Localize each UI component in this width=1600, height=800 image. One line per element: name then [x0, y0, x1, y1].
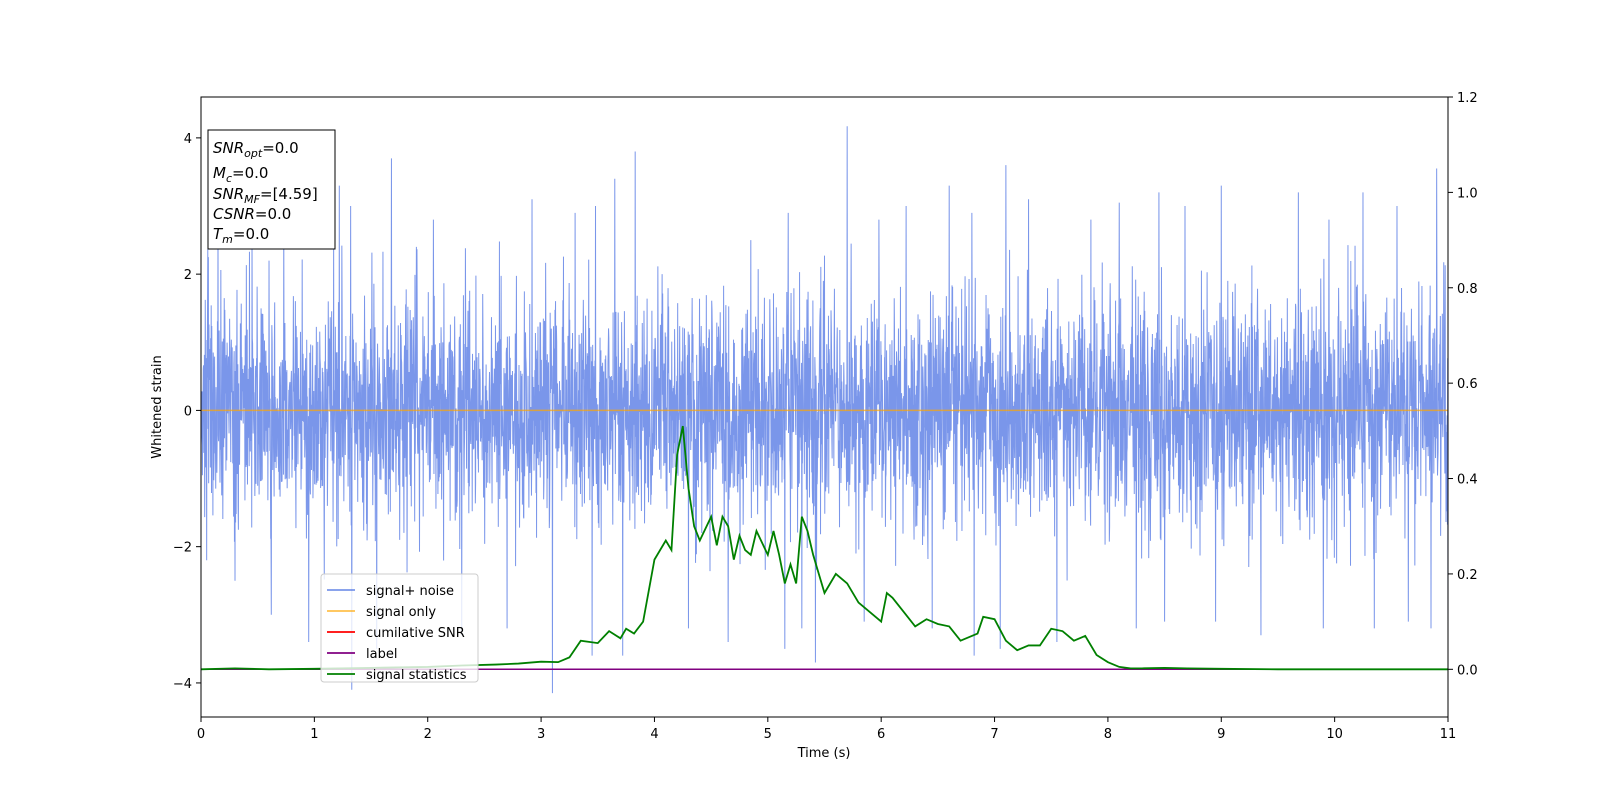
legend-label: signal statistics — [366, 668, 467, 683]
y-tick-label: 2 — [184, 268, 192, 283]
x-tick-label: 3 — [537, 727, 545, 742]
y2-tick-label: 0.4 — [1457, 473, 1478, 488]
x-tick-label: 1 — [310, 727, 318, 742]
legend-label: label — [366, 647, 397, 662]
x-tick-label: 4 — [650, 727, 658, 742]
y2-tick-label: 1.2 — [1457, 91, 1478, 106]
x-tick-label: 6 — [877, 727, 885, 742]
x-tick-label: 9 — [1217, 727, 1225, 742]
y2-tick-label: 1.0 — [1457, 186, 1478, 201]
y-tick-label: −2 — [173, 541, 192, 556]
y-axis-label: Whitened strain — [150, 355, 165, 458]
ann-csnr: CSNR=0.0 — [213, 205, 291, 223]
x-axis-label: Time (s) — [797, 746, 851, 761]
x-tick-label: 2 — [424, 727, 432, 742]
y2-tick-label: 0.8 — [1457, 282, 1478, 297]
y-tick-label: 4 — [184, 132, 192, 147]
annotation-box: SNRopt=0.0 Mc=0.0 SNRMF=[4.59] CSNR=0.0 … — [207, 129, 336, 250]
y2-tick-label: 0.2 — [1457, 568, 1478, 583]
ann-snr-mf: SNRMF=[4.59] — [213, 185, 318, 206]
x-tick-label: 7 — [990, 727, 998, 742]
axes-layer: 0 1 2 3 4 5 6 7 8 9 10 11 −4 −2 0 2 4 0.0 0.2 0.4 0.6 0.8 1.0 1… — [173, 91, 1478, 742]
legend-label: cumilative SNR — [366, 626, 465, 641]
x-tick-label: 10 — [1326, 727, 1343, 742]
x-tick-label: 8 — [1104, 727, 1112, 742]
series-signal-noise — [201, 126, 1448, 694]
y-tick-label: 0 — [184, 404, 192, 419]
x-tick-label: 11 — [1440, 727, 1457, 742]
x-tick-label: 0 — [197, 727, 205, 742]
y2-tick-label: 0.0 — [1457, 663, 1478, 678]
x-tick-label: 5 — [764, 727, 772, 742]
ann-snr-opt: SNRopt=0.0 — [213, 139, 299, 160]
ann-tm: Tm=0.0 — [213, 225, 269, 246]
y-tick-label: −4 — [173, 677, 192, 692]
ann-mc: Mc=0.0 — [213, 164, 268, 185]
plot-frame — [200, 96, 1449, 718]
legend: signal+ noise signal only cumilative SNR la… — [320, 573, 479, 683]
legend-label: signal+ noise — [366, 584, 454, 599]
legend-label: signal only — [366, 605, 436, 620]
y2-tick-label: 0.6 — [1457, 377, 1478, 392]
series-signal-statistics — [201, 425, 1448, 671]
